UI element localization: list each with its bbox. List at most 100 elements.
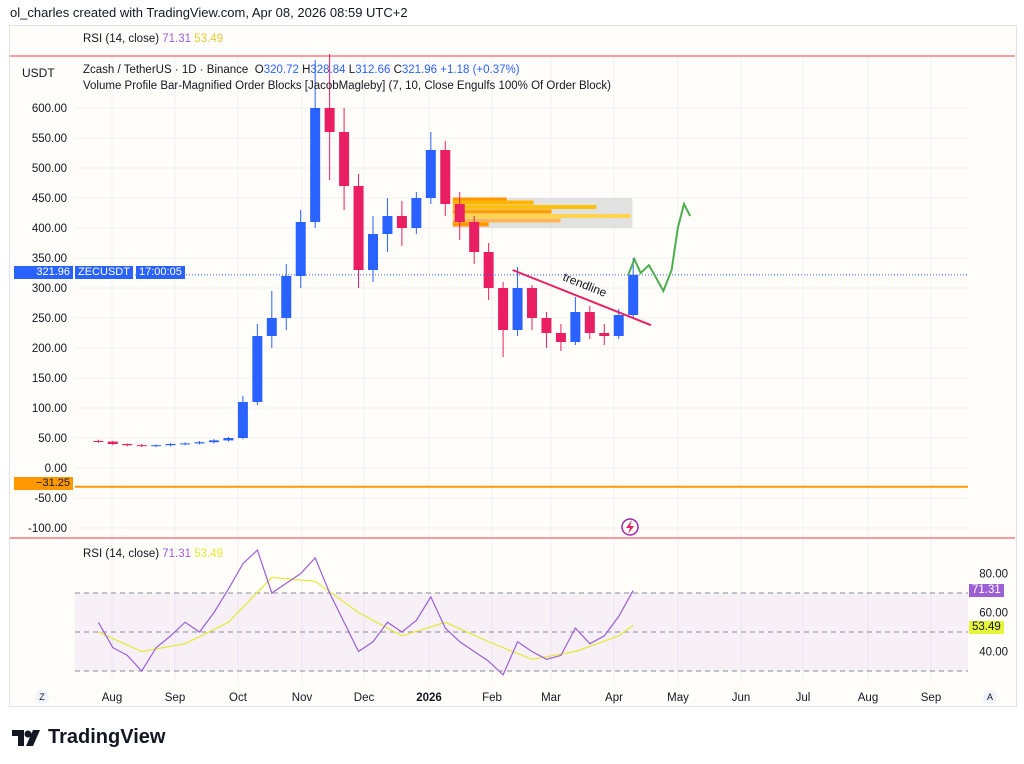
- candle-body: [498, 288, 509, 330]
- candle-body: [584, 312, 595, 333]
- o-label: O: [254, 64, 264, 76]
- candle-body: [107, 441, 118, 444]
- candle-body: [281, 276, 292, 318]
- brand-name: TradingView: [48, 726, 166, 748]
- order-block: [452, 197, 633, 228]
- rsi-ma-legend-value: 53.49: [194, 33, 224, 45]
- tradingview-logo: TradingView: [12, 726, 165, 749]
- candle-body: [570, 312, 581, 342]
- level-tag: −31.25: [14, 477, 73, 490]
- candle-body: [93, 441, 104, 442]
- rsi-ma-tag: 53.49: [969, 621, 1004, 634]
- time-tick-label: Aug: [102, 692, 122, 704]
- rsi-tick-label: 40.00: [979, 647, 1008, 659]
- price-tick-label: -100.00: [28, 523, 67, 535]
- candle-body: [512, 288, 523, 330]
- candle-body: [469, 222, 480, 252]
- candle-body: [295, 222, 306, 276]
- candle-body: [180, 443, 191, 445]
- time-tick-label: 2026: [416, 692, 442, 704]
- candle-body: [237, 402, 248, 438]
- price-tick-label: -50.00: [34, 493, 67, 505]
- candle-body: [599, 333, 610, 336]
- lightning-icon: [626, 520, 634, 534]
- candle-body: [396, 216, 407, 228]
- change-value: +1.18 (+0.37%): [440, 64, 520, 76]
- symbol-title[interactable]: Zcash / TetherUS · 1D · Binance: [83, 64, 249, 76]
- candle-body: [252, 336, 263, 402]
- price-tick-label: 300.00: [32, 283, 67, 295]
- rsi-legend-value: 71.31: [162, 33, 192, 45]
- low-value: 312.66: [355, 64, 391, 76]
- candle-body: [367, 234, 378, 270]
- price-tick-label: 550.00: [32, 133, 67, 145]
- price-tick-label: 350.00: [32, 253, 67, 265]
- trendline-label: trendline: [561, 270, 609, 300]
- lightning-event-icon: [621, 518, 639, 536]
- time-tick-label: Sep: [165, 692, 185, 704]
- credit-text: ol_charles created with TradingView.com,…: [10, 5, 408, 20]
- candle-body: [151, 445, 162, 447]
- last-price-tag: 321.96: [14, 266, 73, 279]
- bar-countdown: 17:00:05: [136, 266, 185, 279]
- candle-body: [339, 132, 350, 186]
- candle-body: [527, 288, 537, 318]
- candle-body: [165, 444, 176, 446]
- rsi-pane: [75, 549, 968, 676]
- price-tick-label: 400.00: [32, 223, 67, 235]
- time-tick-label: May: [667, 692, 689, 704]
- volume-profile-bar: [452, 218, 561, 223]
- candle-body: [425, 150, 436, 198]
- tradingview-logo-icon: [12, 729, 40, 746]
- symbol-legend: Zcash / TetherUS · 1D · Binance O320.72 …: [83, 64, 520, 76]
- price-tick-label: 600.00: [32, 103, 67, 115]
- volume-profile-bar: [452, 209, 552, 214]
- time-tick-label: Aug: [858, 692, 878, 704]
- price-tick-label: 100.00: [32, 403, 67, 415]
- candle-body: [628, 274, 639, 315]
- auto-scale-button[interactable]: A: [983, 690, 997, 704]
- rsi-ma-line: [98, 576, 634, 660]
- candle-body: [353, 186, 364, 270]
- candle-body: [194, 442, 205, 444]
- price-tick-label: 500.00: [32, 163, 67, 175]
- time-tick-label: Jun: [732, 692, 751, 704]
- candle-body: [266, 318, 277, 336]
- candle-body: [440, 150, 451, 204]
- indicator-legend[interactable]: Volume Profile Bar-Magnified Order Block…: [83, 80, 611, 92]
- rsi-value-tag: 71.31: [969, 584, 1004, 597]
- candle-body: [613, 315, 624, 336]
- h-label: H: [302, 64, 311, 76]
- price-tick-label: 250.00: [32, 313, 67, 325]
- time-tick-label: Dec: [354, 692, 375, 704]
- time-tick-label: Jul: [796, 692, 811, 704]
- time-tick-label: Feb: [482, 692, 502, 704]
- volume-profile-bar: [452, 205, 597, 209]
- time-tick-label: Sep: [921, 692, 941, 704]
- candle-body: [122, 444, 133, 446]
- open-value: 320.72: [263, 64, 299, 76]
- time-tick-label: Apr: [605, 692, 623, 704]
- price-tick-label: 450.00: [32, 193, 67, 205]
- time-tick-label: Mar: [541, 692, 561, 704]
- volume-profile-bar: [452, 214, 631, 218]
- l-label: L: [348, 64, 356, 76]
- rsi-legend-label: RSI (14, close): [83, 33, 160, 45]
- close-value: 321.96: [401, 64, 438, 76]
- candle-body: [454, 204, 465, 222]
- price-tick-label: 0.00: [45, 463, 67, 475]
- projection-path: [627, 201, 692, 294]
- log-scale-button[interactable]: Z: [35, 690, 49, 704]
- candle-body: [208, 440, 219, 443]
- rsi-tick-label: 80.00: [979, 569, 1008, 581]
- rsi-label[interactable]: RSI (14, close): [83, 548, 160, 560]
- candle-body: [310, 108, 321, 222]
- time-tick-label: Nov: [292, 692, 313, 704]
- candle-body: [411, 198, 422, 228]
- time-tick-label: Oct: [229, 692, 248, 704]
- rsi-value: 71.31: [162, 548, 192, 560]
- c-label: C: [393, 64, 402, 76]
- candle-body: [382, 216, 393, 234]
- candle-body: [555, 333, 566, 342]
